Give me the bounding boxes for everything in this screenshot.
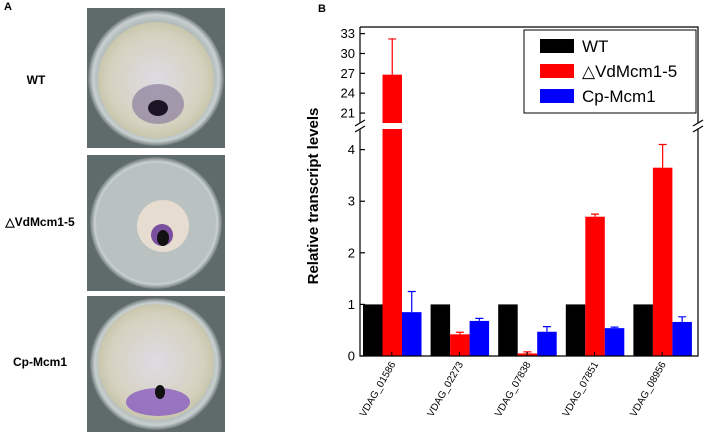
y-tick-label: 24 [341, 86, 355, 101]
strain-label: △VdMcm1-5 [4, 215, 75, 229]
x-tick-label: VDAG_02273 [426, 360, 467, 419]
y-axis-label: Relative transcript levels [305, 108, 322, 285]
x-tick-label: VDAG_07851 [561, 360, 602, 419]
error-bar [591, 213, 600, 217]
x-tick-label: VDAG_07838 [493, 360, 534, 419]
y-tick-label: 30 [341, 46, 355, 61]
axis-break [354, 123, 704, 129]
bar [402, 312, 422, 356]
bar [604, 328, 625, 356]
strain-label: WT [27, 73, 46, 87]
legend-label: WT [582, 37, 608, 56]
break-mark [692, 119, 704, 127]
legend-label: Cp-Mcm1 [582, 87, 656, 106]
error-bar [678, 316, 687, 322]
bar [430, 304, 451, 356]
axis-frame [359, 26, 699, 357]
break-mark [692, 125, 704, 133]
x-tick-label: VDAG_08956 [628, 360, 669, 419]
bar [498, 304, 518, 356]
error-bar [455, 331, 464, 335]
error-bar [542, 325, 551, 332]
y-tick-label: 33 [341, 26, 355, 41]
y-tick-label: 3 [348, 194, 355, 209]
bar [382, 74, 402, 356]
error-bar [658, 143, 667, 168]
photo-complemented [87, 296, 225, 432]
bar [652, 167, 673, 356]
y-tick-label: 21 [341, 106, 355, 121]
bar [450, 334, 470, 356]
y-tick-label: 0 [348, 349, 355, 364]
bar [585, 216, 605, 356]
bar [633, 304, 653, 356]
y-tick-label: 27 [341, 66, 355, 81]
break-mark [354, 125, 366, 133]
error-bar [610, 326, 619, 329]
legend-swatch [540, 89, 574, 103]
y-tick-label: 1 [348, 297, 355, 312]
bar [537, 331, 557, 356]
error-bar [407, 290, 416, 313]
bar [565, 304, 586, 356]
photo-wt [87, 8, 225, 148]
break-mark [354, 119, 366, 127]
bar [363, 304, 383, 356]
legend-swatch [540, 64, 574, 78]
error-bar [475, 317, 484, 321]
panel-label: B [318, 3, 326, 15]
strain-label: Cp-Mcm1 [13, 355, 67, 369]
panel-label: A [4, 1, 12, 13]
photo-mutant [87, 155, 225, 291]
y-tick-label: 4 [348, 142, 355, 157]
bar [672, 321, 692, 356]
x-tick-label: VDAG_01586 [358, 360, 399, 419]
bar [469, 320, 490, 356]
legend-label: △VdMcm1-5 [582, 62, 677, 81]
error-bar [388, 38, 397, 75]
y-tick-label: 2 [348, 245, 355, 260]
legend-swatch [540, 39, 574, 53]
